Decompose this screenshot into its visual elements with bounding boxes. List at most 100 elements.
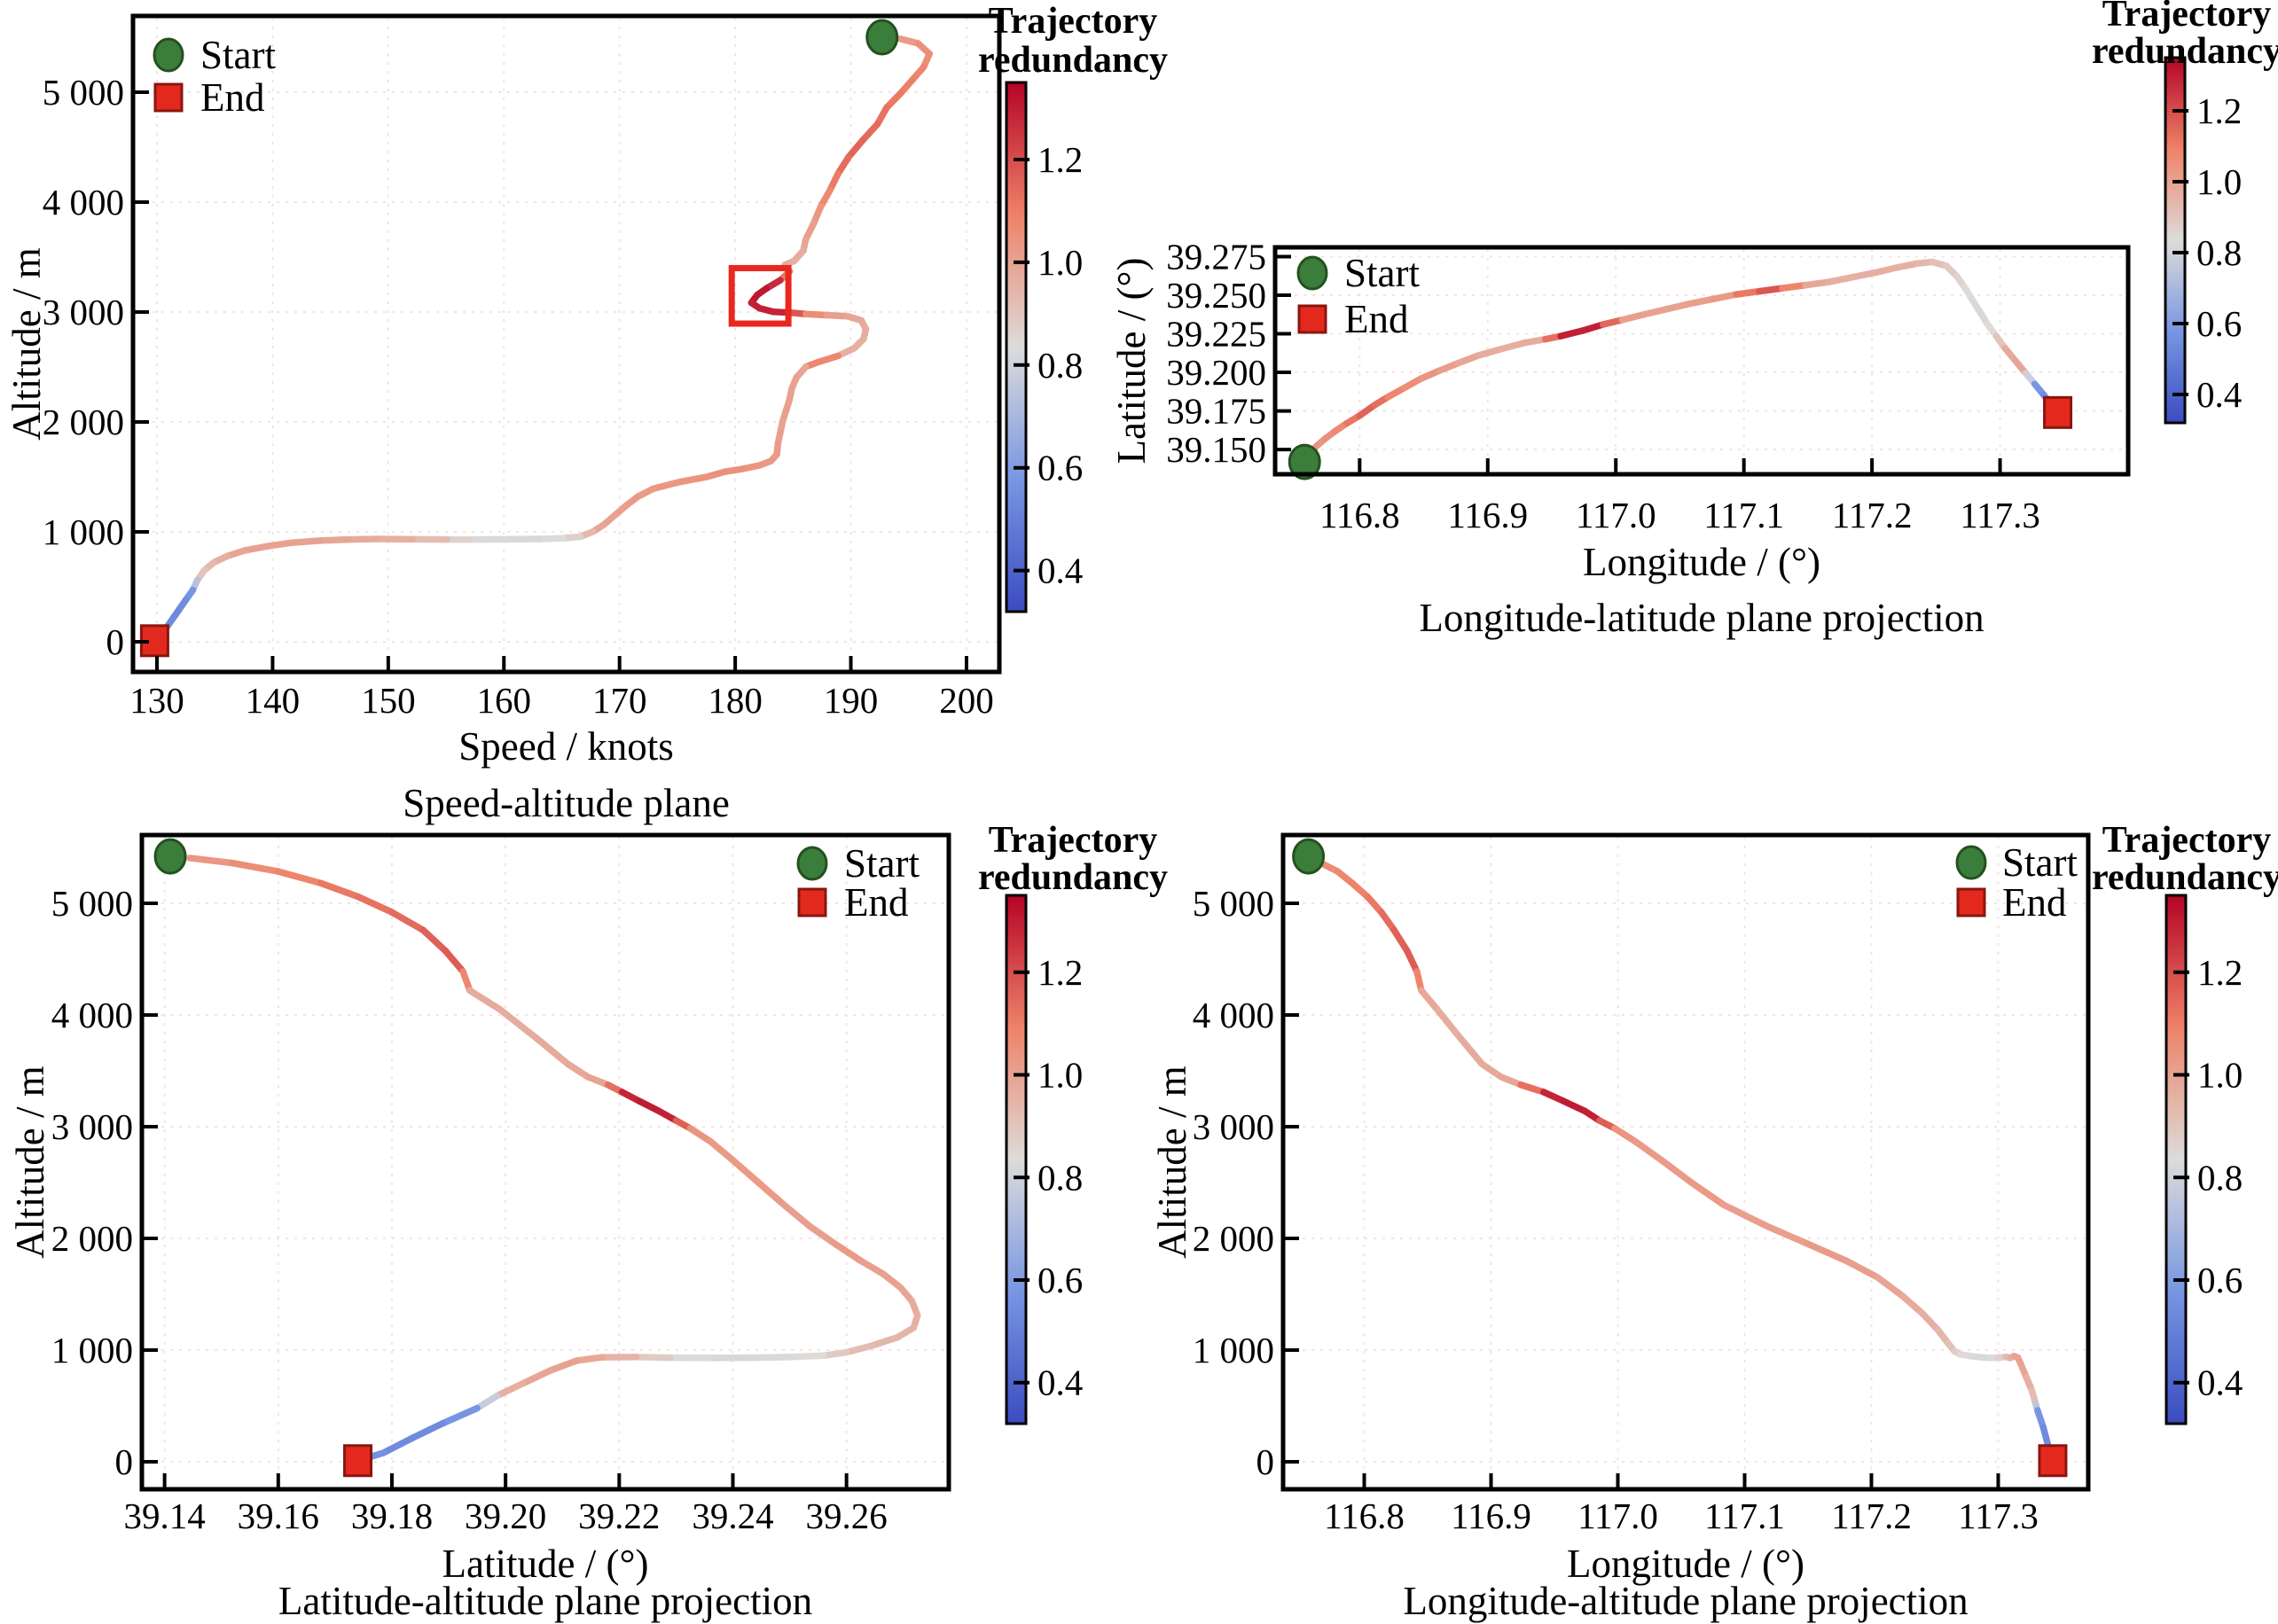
y-axis-label: Altitude / m (4, 247, 49, 441)
colorbar-gradient (2164, 894, 2188, 1425)
trajectory-segment (573, 1354, 606, 1364)
colorbar-tick-label: 1.0 (2196, 161, 2242, 202)
trajectory-segment (1349, 879, 1371, 901)
trajectory-segment (1433, 1005, 1464, 1042)
trajectory-segment (1687, 295, 1717, 308)
trajectory-segment (1802, 278, 1832, 289)
trajectory-segment (1756, 285, 1786, 295)
plot-title: Longitude-altitude plane projection (1403, 1579, 1968, 1623)
trajectory-segment (1687, 1179, 1727, 1208)
x-tick-label: 39.18 (351, 1495, 433, 1536)
colorbar-gradient (1005, 81, 1028, 613)
trajectory-segment (459, 968, 474, 995)
start-marker (1288, 443, 1321, 480)
trajectory-segment (1457, 1035, 1486, 1068)
trajectory-segment (496, 1005, 541, 1042)
end-marker (2038, 1444, 2068, 1478)
y-tick-label: 39.200 (1166, 352, 1266, 393)
trajectory-segment (1540, 1089, 1567, 1105)
x-tick-label: 39.22 (578, 1495, 660, 1536)
colorbar-tick-label: 1.2 (1037, 952, 1083, 993)
trajectory-speed-altitude (151, 34, 933, 644)
colorbar-tick-label: 0.4 (1037, 550, 1083, 591)
x-tick-label: 200 (939, 680, 994, 721)
y-tick-label: 4 000 (43, 182, 124, 223)
y-tick-label: 4 000 (1193, 995, 1274, 1035)
trajectory-segment (564, 1060, 591, 1081)
end-marker (343, 1444, 373, 1478)
trajectory-segment (1871, 263, 1901, 277)
trajectory-segment (857, 1257, 888, 1278)
colorbar-tick-label: 0.8 (1037, 345, 1083, 386)
colorbar-tick-label: 0.4 (2196, 374, 2242, 415)
colorbar-title-line1: Trajectory (989, 1, 1157, 42)
trajectory-segment (536, 535, 567, 543)
trajectory-segment (419, 926, 450, 955)
legend-end-icon (797, 887, 827, 917)
y-tick-label: 1 000 (1193, 1330, 1274, 1370)
trajectory-segment (1378, 909, 1397, 933)
trajectory-segment (345, 535, 381, 543)
x-tick-label: 150 (361, 680, 416, 721)
trajectory-segment (1918, 1309, 1942, 1334)
trajectory-segment (635, 1097, 662, 1115)
plot-frame (1280, 832, 2091, 1492)
trajectory-segment (1640, 305, 1671, 318)
trajectory-segment (1632, 1137, 1665, 1164)
legend-start-icon (1955, 845, 1987, 880)
plot-frame (130, 13, 1002, 675)
y-axis-label: Altitude / m (8, 1066, 52, 1259)
trajectory-segment (1843, 1257, 1882, 1281)
colorbar-gradient (2164, 56, 2187, 425)
x-axis-label: Speed / knots (458, 724, 674, 769)
trajectory-segment (1899, 1292, 1926, 1317)
x-tick-label: 180 (708, 680, 763, 721)
trajectory-segment (388, 909, 427, 933)
trajectory-segment (275, 868, 325, 887)
trajectory-segment (806, 1222, 839, 1248)
colorbar-tick-label: 0.4 (1037, 1362, 1083, 1403)
trajectory-segment (868, 1333, 902, 1349)
x-tick-label: 116.9 (1451, 1495, 1531, 1536)
trajectory-segment (649, 479, 682, 493)
legend-start-label: Start (844, 841, 920, 886)
trajectory-segment (746, 1354, 794, 1362)
trajectory-segment (1475, 346, 1504, 359)
trajectory-segment (264, 539, 295, 550)
trajectory-segment (780, 1201, 813, 1230)
trajectory-segment (519, 1366, 555, 1387)
trajectory-longitude-altitude (1304, 853, 2056, 1464)
legend-end-label: End (1344, 297, 1409, 341)
trajectory-segment (474, 1392, 501, 1412)
trajectory-segment (686, 1125, 714, 1145)
trajectory-segment (1557, 327, 1586, 340)
trajectory-segment (1497, 340, 1527, 353)
x-tick-label: 117.1 (1703, 495, 1784, 535)
trajectory-segment (466, 987, 504, 1013)
x-tick-label: 39.16 (238, 1495, 319, 1536)
legend-start-icon (796, 846, 828, 881)
colorbar-title-line1: Trajectory (2102, 0, 2271, 35)
y-tick-label: 2 000 (51, 1218, 133, 1259)
subplot-longitude-latitude: 116.8 116.9 117.0 117.1 117.2 117.3 39.15039.1… (1109, 0, 2278, 640)
trajectory-segment (1517, 1081, 1547, 1096)
x-tick-label: 39.20 (465, 1495, 546, 1536)
trajectory-segment (493, 1380, 527, 1400)
trajectory-segment (786, 1352, 827, 1361)
x-tick-label: 116.9 (1447, 495, 1528, 535)
trajectory-segment (1611, 1125, 1639, 1145)
colorbar-title-line2: redundancy (978, 857, 1168, 898)
trajectory-segment (1658, 1157, 1695, 1186)
trajectory-segment (880, 1270, 904, 1292)
y-tick-label: 3 000 (43, 292, 124, 332)
colorbar-tick-label: 0.6 (2197, 1260, 2243, 1300)
y-tick-label: 0 (106, 621, 125, 662)
legend-end-label: End (2002, 880, 2067, 925)
legend-start-icon (1296, 255, 1328, 291)
y-tick-label: 5 000 (51, 883, 133, 924)
